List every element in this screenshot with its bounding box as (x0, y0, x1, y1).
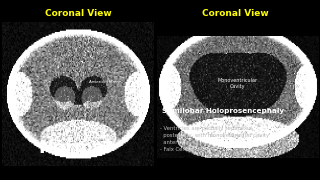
Text: Semilobar Holoprosencephaly: Semilobar Holoprosencephaly (162, 108, 284, 114)
Text: - Ventricles are partially separated
  posteriorly, with monoventricular cavity
: - Ventricles are partially separated pos… (160, 126, 269, 152)
Text: Coronal View: Coronal View (202, 9, 268, 18)
Text: Coronal View: Coronal View (45, 9, 112, 18)
Text: CSP: CSP (74, 105, 82, 109)
Text: Monoventricular
Cavity: Monoventricular Cavity (218, 78, 258, 89)
Text: Normal: Normal (39, 139, 112, 157)
Text: Anterior Horns: Anterior Horns (89, 80, 118, 84)
